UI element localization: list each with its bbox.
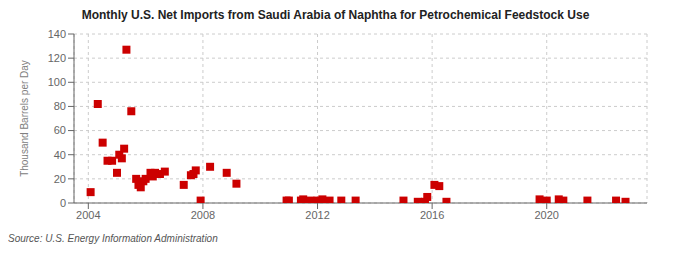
- html-text:Monthly U.S. Net Imports from: Monthly U.S. Net Imports from Saudi Arab…: [81, 8, 590, 22]
- svg-text:60: 60: [54, 124, 66, 136]
- svg-text:0: 0: [60, 197, 66, 209]
- svg-text:2020: 2020: [534, 209, 558, 221]
- html-text:Source: U.S. Energy Informatio: Source: U.S. Energy Information Administ…: [8, 233, 218, 244]
- svg-text:Thousand Barrels per Day: Thousand Barrels per Day: [19, 60, 30, 177]
- svg-text:120: 120: [48, 52, 66, 64]
- svg-text:2008: 2008: [191, 209, 215, 221]
- svg-text:140: 140: [48, 28, 66, 40]
- svg-text:20: 20: [54, 173, 66, 185]
- svg-text:100: 100: [48, 76, 66, 88]
- svg-text:2004: 2004: [76, 209, 100, 221]
- svg-text:40: 40: [54, 149, 66, 161]
- svg-text:2016: 2016: [420, 209, 444, 221]
- svg-text:2012: 2012: [305, 209, 329, 221]
- svg-text:80: 80: [54, 100, 66, 112]
